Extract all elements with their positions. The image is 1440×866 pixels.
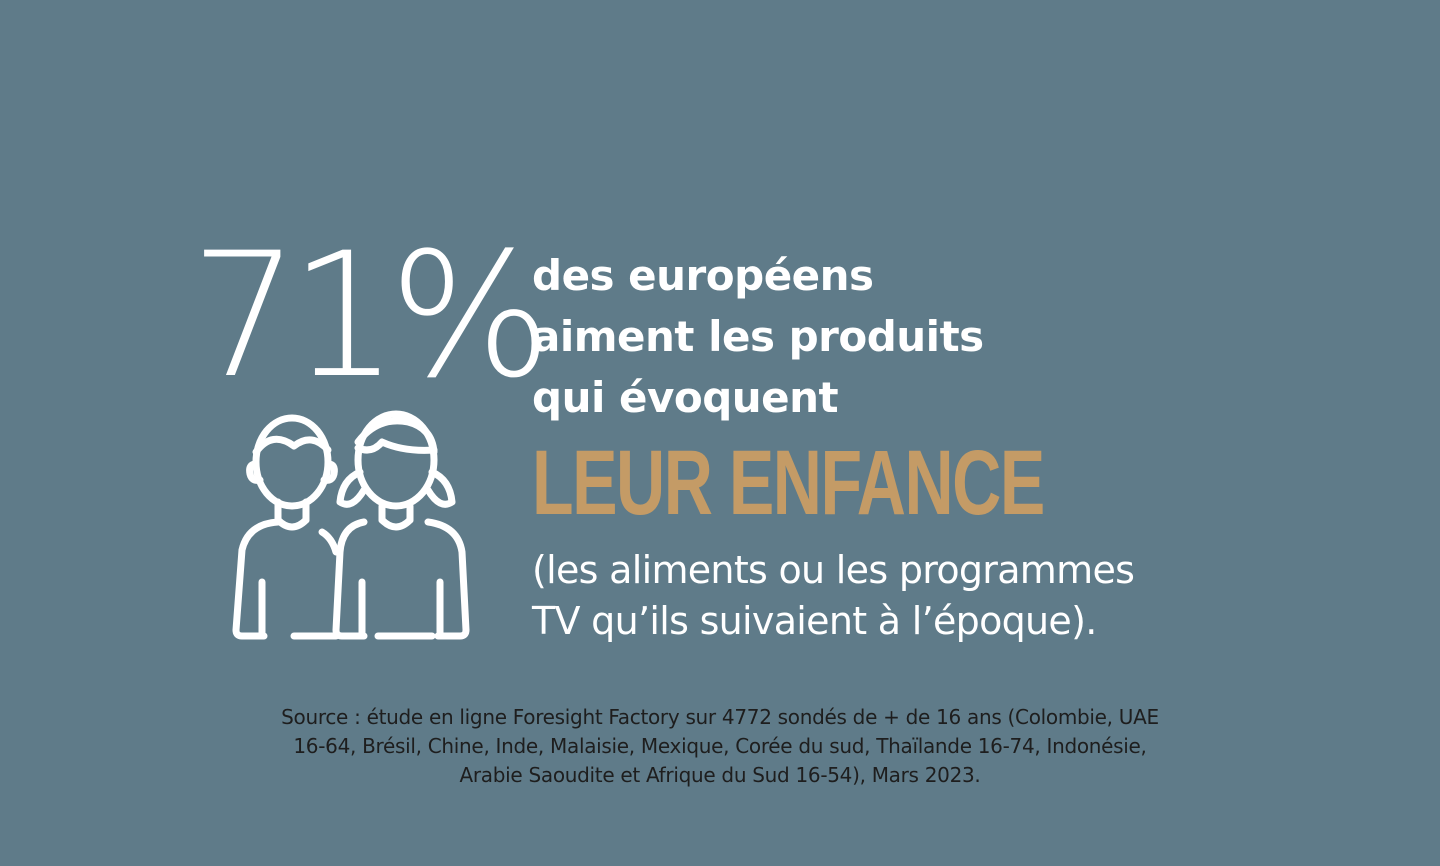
source-line: Arabie Saoudite et Afrique du Sud 16-54)… xyxy=(459,763,981,787)
headline-line: qui évoquent xyxy=(532,373,839,422)
boy-icon xyxy=(232,414,340,640)
source-note: Source : étude en ligne Foresight Factor… xyxy=(160,703,1280,790)
stat-percentage: 71% xyxy=(190,215,552,416)
source-line: 16-64, Brésil, Chine, Inde, Malaisie, Me… xyxy=(293,734,1147,758)
children-icon xyxy=(232,410,470,640)
girl-icon xyxy=(332,410,470,640)
source-line: Source : étude en ligne Foresight Factor… xyxy=(281,705,1159,729)
detail-line: TV qu’ils suivaient à l’époque). xyxy=(532,599,1097,643)
headline: des européens aiment les produits qui év… xyxy=(532,245,1092,428)
emphasis-text: LEUR ENFANCE xyxy=(532,432,1045,534)
headline-line: aiment les produits xyxy=(532,312,984,361)
detail-line: (les aliments ou les programmes xyxy=(532,548,1135,592)
headline-line: des européens xyxy=(532,251,874,300)
detail-text: (les aliments ou les programmes TV qu’il… xyxy=(532,545,1252,647)
